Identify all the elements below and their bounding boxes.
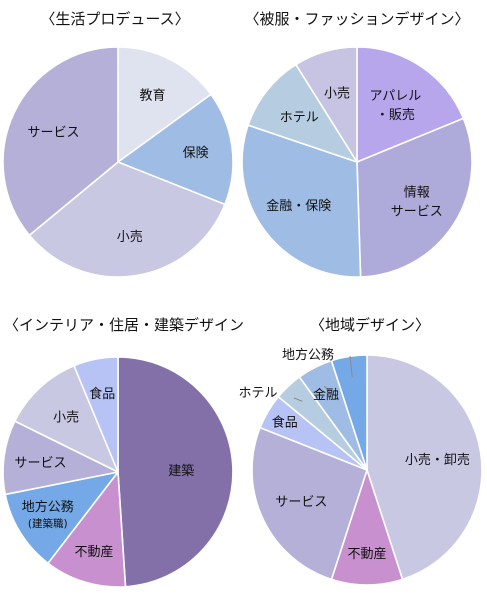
pie-slice — [2, 420, 119, 496]
leader-line — [293, 397, 303, 402]
chart-title: 〈地域デザイン〉 — [310, 316, 430, 334]
slice-label: 小売 — [53, 410, 79, 426]
pie-slice — [330, 469, 404, 586]
pie-slice — [295, 46, 358, 163]
leader-line — [323, 385, 331, 393]
pie-slice — [117, 46, 212, 163]
pie-slice — [356, 46, 465, 163]
slice-label: 情報 — [404, 185, 430, 200]
slice-label: 保険 — [183, 146, 209, 161]
slice-label: サービス — [391, 204, 443, 219]
slice-label: 不動産 — [347, 546, 386, 562]
pie-slice — [366, 354, 483, 581]
slice-label: 小売 — [117, 229, 143, 245]
slice-label: 地方公務 — [282, 347, 334, 363]
pie-slice — [247, 63, 358, 163]
slice-label: ホテル — [238, 386, 277, 401]
pie-slice — [14, 364, 119, 473]
leader-line — [349, 355, 353, 377]
slice-label: サービス — [14, 456, 66, 471]
pie-slice — [47, 471, 127, 588]
slice-label: 小売 — [324, 85, 350, 101]
chart-title: 〈被服・ファッションデザイン〉 — [244, 10, 469, 28]
chart-title: 〈インテリア・住居・建築デザイン — [4, 316, 244, 334]
pie-slice — [251, 426, 368, 581]
chart-title: 〈生活プロデュース〉 — [40, 10, 189, 28]
slice-label: サービス — [27, 126, 79, 141]
pie-slice — [73, 356, 119, 473]
pie-slice — [2, 46, 119, 237]
pie-slice — [356, 117, 473, 278]
slice-label: 食品 — [272, 414, 298, 430]
slice-label: 金融 — [313, 387, 339, 403]
pie-slice — [117, 93, 234, 206]
slice-label: 小売・卸売 — [405, 452, 470, 468]
pie-slice — [117, 356, 234, 588]
slice-label: 金融・保険 — [266, 198, 331, 214]
slice-label: アパレル — [370, 89, 422, 104]
pie-slice — [4, 471, 119, 565]
pie-slice — [28, 161, 226, 278]
pie-slice — [330, 354, 368, 471]
slice-label: (建築職) — [28, 517, 68, 530]
slice-label: ・販売 — [376, 107, 415, 123]
pie-slice — [241, 124, 362, 278]
slice-label: サービス — [275, 495, 327, 510]
slice-label: 食品 — [89, 386, 115, 402]
slice-label: 地方公務 — [22, 499, 74, 515]
slice-label: ホテル — [280, 110, 319, 125]
slice-label: 教育 — [139, 87, 165, 103]
slice-label: 不動産 — [74, 544, 113, 560]
slice-label: 建築 — [168, 464, 194, 479]
